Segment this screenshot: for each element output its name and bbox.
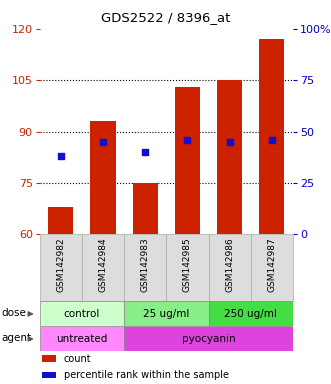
- Point: [58, 153, 64, 159]
- Text: GSM142987: GSM142987: [267, 237, 276, 292]
- Text: agent: agent: [2, 333, 32, 343]
- Text: GSM142984: GSM142984: [99, 237, 108, 291]
- Bar: [124, 326, 293, 351]
- Text: percentile rank within the sample: percentile rank within the sample: [64, 370, 229, 380]
- Bar: [48, 207, 73, 234]
- Point: [185, 137, 190, 143]
- Bar: [132, 183, 158, 234]
- Point: [227, 139, 232, 145]
- Text: count: count: [64, 354, 91, 364]
- Bar: [209, 234, 251, 301]
- Text: GSM142982: GSM142982: [56, 237, 65, 291]
- Bar: [166, 234, 209, 301]
- Point: [100, 139, 106, 145]
- Point: [143, 149, 148, 155]
- Text: GSM142983: GSM142983: [141, 237, 150, 292]
- Text: 250 ug/ml: 250 ug/ml: [224, 309, 277, 319]
- Bar: [82, 234, 124, 301]
- Bar: [40, 326, 124, 351]
- Bar: [124, 301, 209, 326]
- Point: [269, 137, 274, 143]
- Text: GSM142985: GSM142985: [183, 237, 192, 292]
- Text: GDS2522 / 8396_at: GDS2522 / 8396_at: [101, 11, 230, 24]
- Bar: [90, 121, 116, 234]
- Text: pyocyanin: pyocyanin: [182, 334, 235, 344]
- Bar: [42, 372, 56, 378]
- Bar: [259, 39, 285, 234]
- Text: GSM142986: GSM142986: [225, 237, 234, 292]
- Bar: [175, 87, 200, 234]
- Bar: [251, 234, 293, 301]
- Text: dose: dose: [2, 308, 26, 318]
- Bar: [124, 234, 166, 301]
- Bar: [42, 355, 56, 362]
- Bar: [209, 301, 293, 326]
- Bar: [40, 234, 82, 301]
- Text: control: control: [64, 309, 100, 319]
- Text: untreated: untreated: [56, 334, 108, 344]
- Bar: [217, 80, 242, 234]
- Text: 25 ug/ml: 25 ug/ml: [143, 309, 190, 319]
- Bar: [40, 301, 124, 326]
